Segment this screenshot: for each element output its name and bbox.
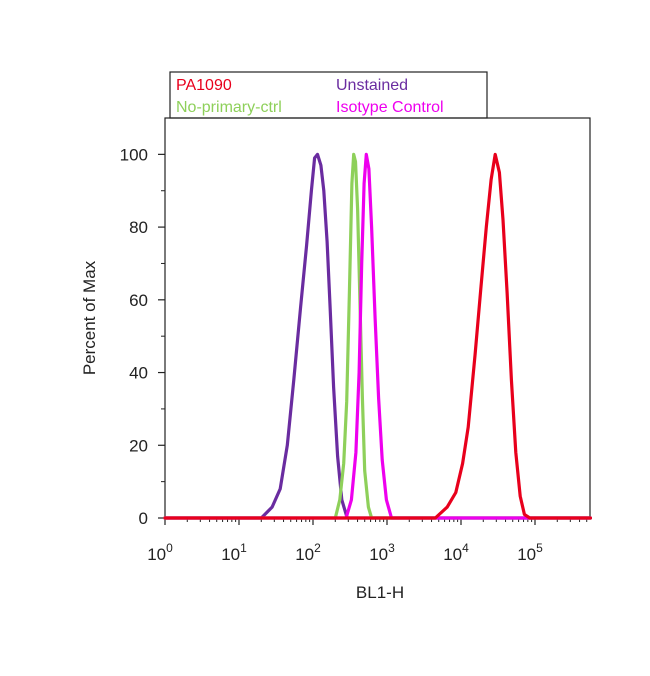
x-tick-label: 105 [517,541,543,564]
legend-entry-unstained: Unstained [336,77,408,94]
y-tick-label: 100 [120,145,148,164]
series-line-pa1090 [163,152,592,520]
series-line-no-primary-ctrl [163,152,592,520]
legend-box [169,71,488,119]
x-tick-label: 103 [369,541,395,564]
legend-entry-no-primary-ctrl: No-primary-ctrl [176,99,282,116]
x-tick-label: 104 [443,541,469,564]
y-tick-label: 60 [129,291,148,310]
y-tick-label: 40 [129,364,148,383]
x-axis: 100 101 102 103 104 105 [147,518,588,564]
series-group [163,152,592,520]
legend-entry-isotype-control: Isotype Control [336,99,444,116]
x-tick-label: 100 [147,541,173,564]
x-tick-label: 102 [295,541,321,564]
y-tick-label: 20 [129,436,148,455]
series-line-unstained [163,152,592,520]
y-axis-title: Percent of Max [80,260,99,375]
legend: PA1090 Unstained No-primary-ctrl Isotype… [169,71,488,119]
legend-entry-pa1090: PA1090 [176,77,232,94]
x-tick-label: 101 [221,541,247,564]
x-axis-title: BL1-H [356,583,404,602]
y-tick-label: 80 [129,218,148,237]
y-tick-label: 0 [139,509,148,528]
series-line-isotype-control [163,152,592,520]
y-axis: 0 20 40 60 80 100 [120,145,165,528]
